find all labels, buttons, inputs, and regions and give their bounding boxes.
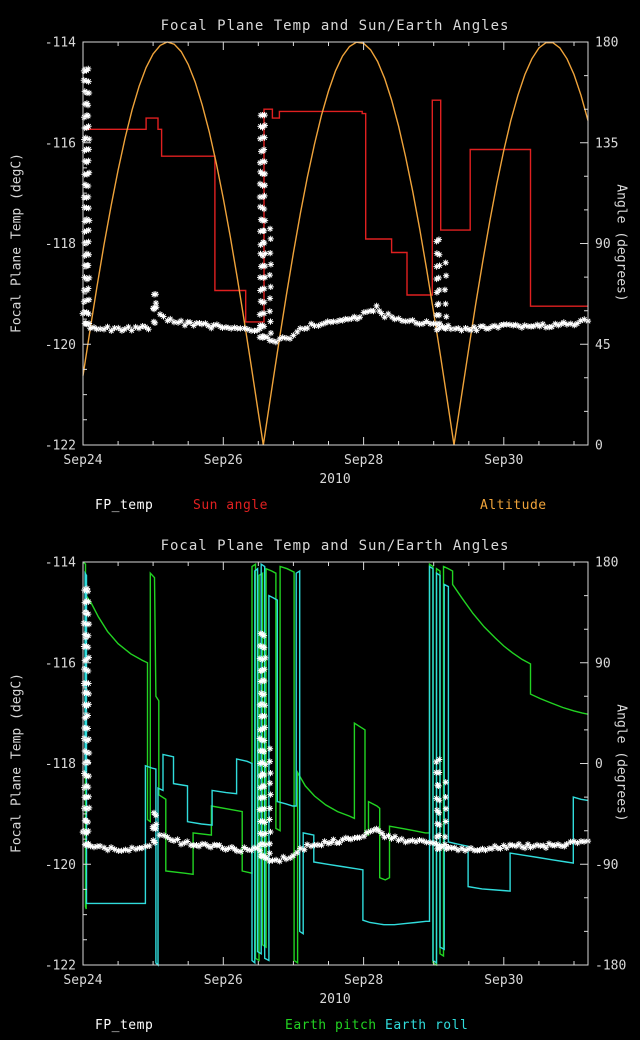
svg-text:180: 180 <box>595 556 618 571</box>
svg-text:-118: -118 <box>45 757 76 772</box>
legend-fp-temp: FP_temp <box>95 498 154 513</box>
svg-text:-120: -120 <box>45 858 76 873</box>
svg-text:-120: -120 <box>45 338 76 353</box>
svg-text:Sep28: Sep28 <box>344 453 383 468</box>
svg-text:45: 45 <box>595 338 611 353</box>
svg-text:-114: -114 <box>45 36 76 51</box>
top-chart-canvas: Sep24 Sep26 Sep28 Sep30 -114 -116 -118 -120 -122… <box>45 36 619 469</box>
legend-earth-pitch: Earth pitch <box>285 1018 377 1033</box>
top-y-axis-label-left: Focal Plane Temp (degC) <box>9 152 25 334</box>
svg-text:90: 90 <box>595 237 611 252</box>
svg-text:135: 135 <box>595 136 618 151</box>
bottom-y-axis-label-left: Focal Plane Temp (degC) <box>9 672 25 854</box>
svg-text:Sep24: Sep24 <box>63 973 102 988</box>
svg-text:-114: -114 <box>45 556 76 571</box>
svg-text:0: 0 <box>595 439 603 454</box>
svg-text:-122: -122 <box>45 959 76 974</box>
svg-text:0: 0 <box>595 757 603 772</box>
svg-text:90: 90 <box>595 656 611 671</box>
bottom-legend: FP_temp Earth pitch Earth roll <box>0 1018 640 1038</box>
top-x-axis-year-label: 2010 <box>319 472 351 487</box>
svg-text:Sep30: Sep30 <box>484 973 523 988</box>
svg-text:-118: -118 <box>45 237 76 252</box>
svg-text:-116: -116 <box>45 136 76 151</box>
top-chart-title: Focal Plane Temp and Sun/Earth Angles <box>160 18 510 34</box>
svg-text:-90: -90 <box>595 858 618 873</box>
legend-fp-temp: FP_temp <box>95 1018 154 1033</box>
svg-text:-180: -180 <box>595 959 626 974</box>
top-legend: FP_temp Sun angle Altitude <box>0 498 640 518</box>
legend-sun-angle: Sun angle <box>193 498 268 513</box>
svg-text:Sep26: Sep26 <box>204 453 243 468</box>
svg-text:-122: -122 <box>45 439 76 454</box>
chart-panel-bottom: Sep24 Sep26 Sep28 Sep30 -114 -116 -118 -120 -122… <box>0 520 640 1040</box>
top-y-axis-label-right: Angle (degrees) <box>613 184 629 302</box>
svg-text:-116: -116 <box>45 656 76 671</box>
svg-text:Sep28: Sep28 <box>344 973 383 988</box>
legend-earth-roll: Earth roll <box>385 1018 469 1033</box>
svg-text:Sep30: Sep30 <box>484 453 523 468</box>
bottom-chart-title: Focal Plane Temp and Sun/Earth Angles <box>160 538 510 554</box>
svg-text:Sep26: Sep26 <box>204 973 243 988</box>
svg-text:180: 180 <box>595 36 618 51</box>
bottom-x-axis-year-label: 2010 <box>319 992 351 1007</box>
legend-altitude: Altitude <box>480 498 547 513</box>
bottom-y-axis-label-right: Angle (degrees) <box>613 704 629 822</box>
bottom-chart-canvas: Sep24 Sep26 Sep28 Sep30 -114 -116 -118 -120 -122… <box>45 556 627 989</box>
svg-text:Sep24: Sep24 <box>63 453 102 468</box>
chart-panel-top: Sep24 Sep26 Sep28 Sep30 -114 -116 -118 -120 -122… <box>0 18 640 518</box>
